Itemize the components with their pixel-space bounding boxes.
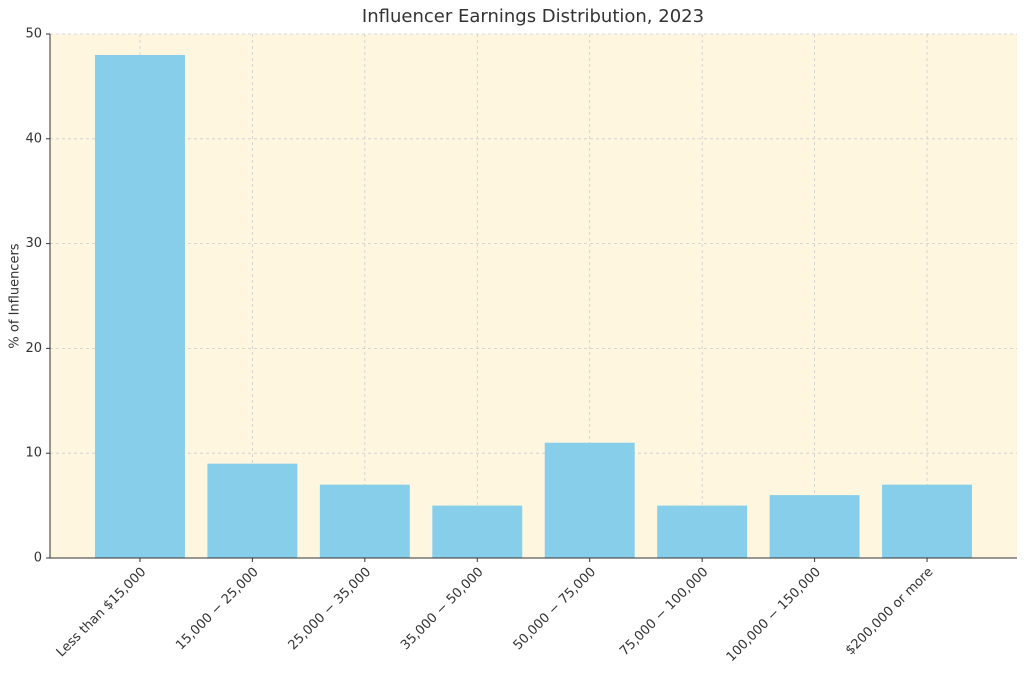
bar <box>769 495 860 558</box>
bar <box>657 505 748 558</box>
plot-background <box>50 34 1017 558</box>
bar <box>544 442 635 558</box>
y-tick-label: 40 <box>25 131 42 146</box>
bar <box>94 54 185 559</box>
bar <box>319 484 410 558</box>
y-tick-label: 10 <box>25 446 42 461</box>
bar <box>432 505 523 558</box>
bar <box>207 463 298 558</box>
x-tick-label: 35,000 − 50,000 <box>398 565 486 653</box>
bar <box>882 484 973 558</box>
x-tick-label: $200,000 or more <box>843 565 937 659</box>
chart-title: Influencer Earnings Distribution, 2023 <box>362 6 704 27</box>
x-tick-label: 75,000 − 100,000 <box>617 565 711 659</box>
x-tick-label: Less than $15,000 <box>54 565 150 661</box>
x-tick-label: 15,000 − 25,000 <box>173 565 261 653</box>
y-tick-label: 50 <box>25 27 42 42</box>
x-tick-label: 100,000 − 150,000 <box>724 565 824 665</box>
y-tick-label: 30 <box>25 236 42 251</box>
x-tick-label: 50,000 − 75,000 <box>511 565 599 653</box>
y-tick-label: 0 <box>34 551 42 566</box>
y-tick-label: 20 <box>25 341 42 356</box>
y-axis-label: % of Influencers <box>8 243 23 348</box>
x-tick-label: 25,000 − 35,000 <box>286 565 374 653</box>
